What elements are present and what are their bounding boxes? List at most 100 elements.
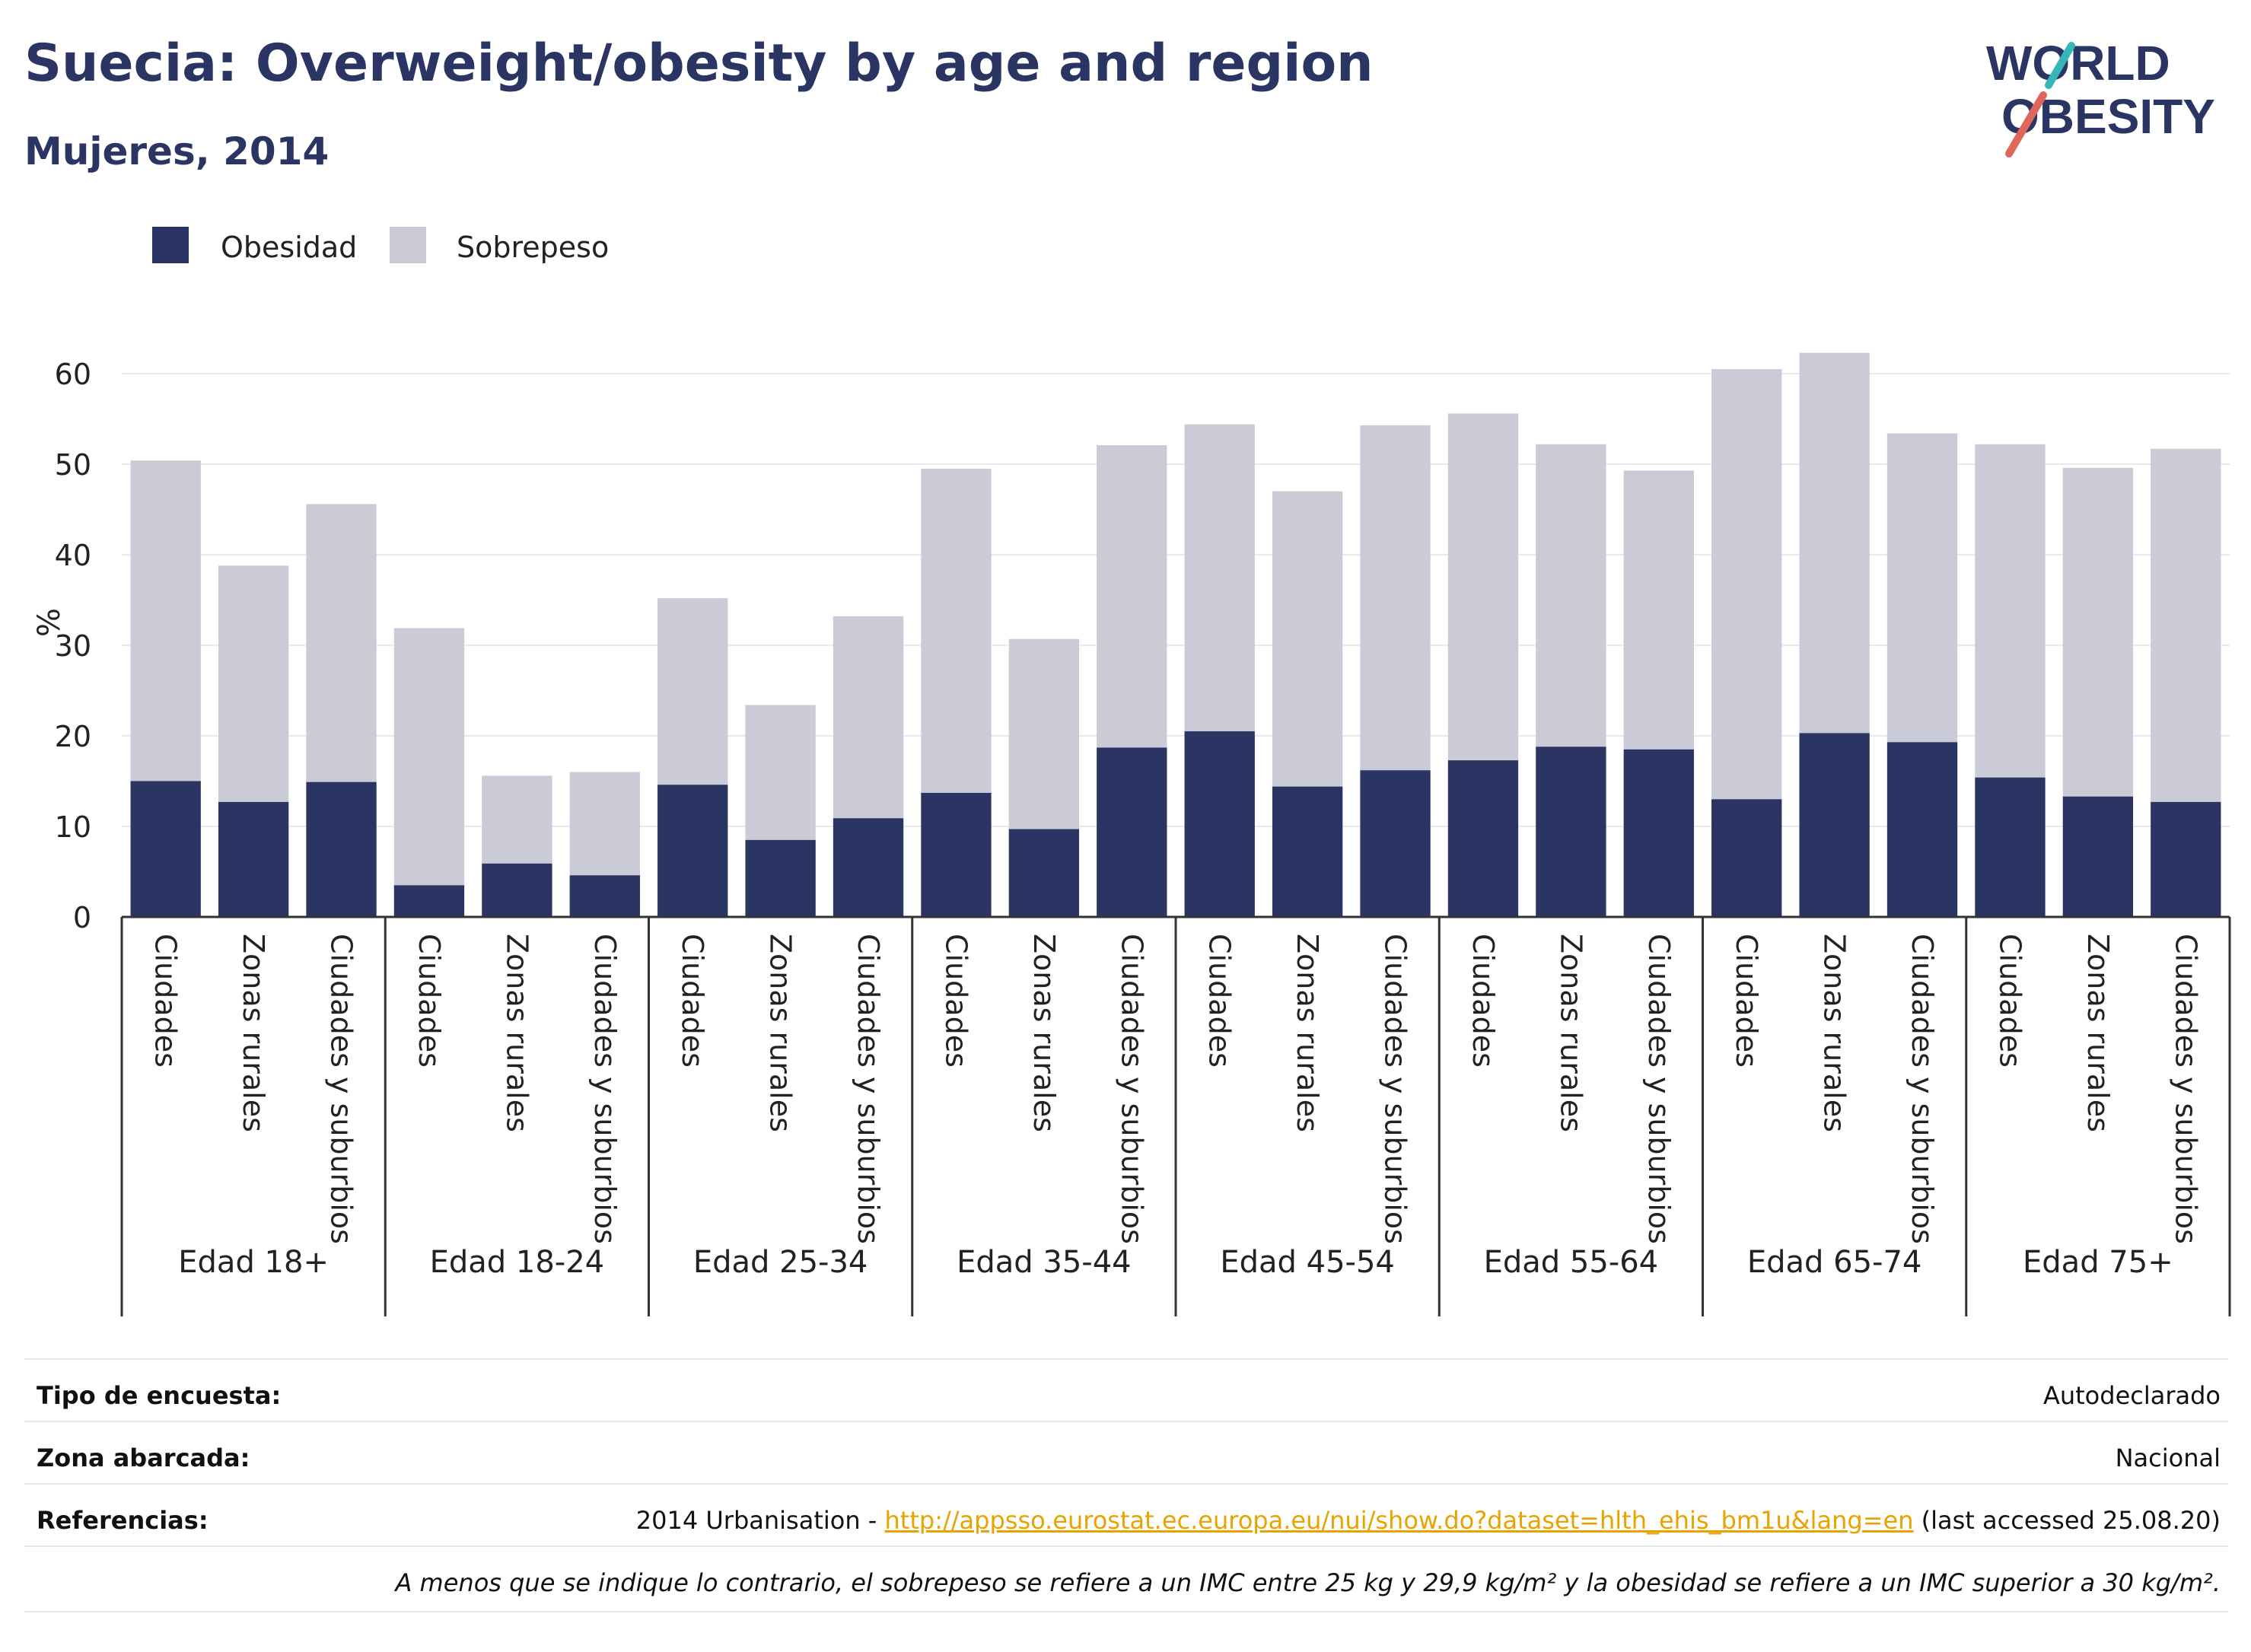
bar-obesity bbox=[1272, 786, 1343, 917]
bar-obesity bbox=[657, 785, 728, 917]
bar-overweight bbox=[218, 565, 289, 802]
x-category-label: Ciudades bbox=[1730, 934, 1763, 1068]
logo-text-world: WORLD bbox=[1986, 36, 2170, 91]
area-label: Zona abarcada: bbox=[37, 1444, 250, 1472]
bar-obesity bbox=[1975, 777, 2046, 917]
bar-overweight bbox=[833, 616, 904, 819]
y-tick-label: 40 bbox=[55, 539, 91, 572]
x-group-label: Edad 45-54 bbox=[1220, 1245, 1395, 1280]
bar-overweight bbox=[1536, 444, 1606, 747]
references-value: 2014 Urbanisation - http://appsso.eurost… bbox=[636, 1506, 2221, 1535]
x-category-label: Ciudades bbox=[149, 934, 183, 1068]
bar-overweight bbox=[657, 598, 728, 785]
footer-note-row: A menos que se indique lo contrario, el … bbox=[24, 1545, 2228, 1612]
bar-overweight bbox=[1886, 433, 1958, 743]
bar-obesity bbox=[1184, 731, 1255, 917]
y-tick-label: 20 bbox=[55, 720, 91, 753]
bar-overweight bbox=[921, 468, 992, 793]
references-prefix: 2014 Urbanisation - bbox=[635, 1506, 885, 1535]
x-category-label: Zonas rurales bbox=[1291, 934, 1324, 1132]
x-category-label: Ciudades y suburbios bbox=[2169, 934, 2202, 1244]
bar-overweight bbox=[2151, 448, 2221, 802]
bar-obesity bbox=[1536, 746, 1606, 917]
bar-overweight bbox=[1272, 491, 1343, 787]
x-category-label: Zonas rurales bbox=[1027, 934, 1061, 1132]
footer-area-row: Zona abarcada: Nacional bbox=[24, 1421, 2228, 1485]
bar-overweight bbox=[1447, 413, 1519, 761]
footer-survey-row: Tipo de encuesta: Autodeclarado bbox=[24, 1358, 2228, 1422]
x-category-label: Ciudades y suburbios bbox=[1906, 934, 1939, 1244]
world-obesity-logo: WORLD OBESITY bbox=[1986, 36, 2215, 158]
bar-obesity bbox=[2062, 796, 2134, 917]
x-category-label: Ciudades y suburbios bbox=[1379, 934, 1412, 1244]
bar-obesity bbox=[1360, 770, 1431, 917]
survey-type-value: Autodeclarado bbox=[2042, 1381, 2221, 1410]
legend-label-obesity: Obesidad bbox=[221, 231, 357, 264]
x-group-label: Edad 65-74 bbox=[1747, 1245, 1922, 1280]
bar-overweight bbox=[1360, 425, 1431, 771]
stacked-bar-chart: Obesidad Sobrepeso % 0 10 20 30 40 50 60 Edad … bbox=[32, 227, 2231, 1316]
bar-obesity bbox=[2151, 801, 2221, 917]
x-category-label: Ciudades y suburbios bbox=[325, 934, 358, 1244]
x-category-label: Ciudades bbox=[676, 934, 709, 1068]
references-link[interactable]: http://appsso.eurostat.ec.europa.eu/nui/… bbox=[884, 1506, 1914, 1535]
x-category-label: Ciudades y suburbios bbox=[852, 934, 885, 1244]
bar-obesity bbox=[921, 792, 992, 917]
x-category-label: Ciudades bbox=[412, 934, 446, 1068]
x-category-label: Zonas rurales bbox=[500, 934, 533, 1132]
x-category-label: Zonas rurales bbox=[237, 934, 270, 1132]
x-group-label: Edad 25-34 bbox=[693, 1245, 868, 1280]
bar-obesity bbox=[218, 801, 289, 917]
x-category-label: Ciudades bbox=[1993, 934, 2027, 1068]
x-group-label: Edad 35-44 bbox=[957, 1245, 1132, 1280]
x-group-label: Edad 55-64 bbox=[1484, 1245, 1659, 1280]
bar-obesity bbox=[1623, 749, 1694, 917]
area-value: Nacional bbox=[2115, 1444, 2221, 1472]
chart-title: Suecia: Overweight/obesity by age and re… bbox=[24, 33, 1374, 94]
bars bbox=[130, 352, 2221, 917]
bar-obesity bbox=[130, 781, 201, 917]
y-tick-label: 10 bbox=[55, 810, 91, 844]
x-category-label: Zonas rurales bbox=[2081, 934, 2115, 1132]
footer-references-row: Referencias: 2014 Urbanisation - http://… bbox=[24, 1483, 2228, 1547]
bar-overweight bbox=[1711, 369, 1782, 800]
bar-obesity bbox=[745, 839, 816, 917]
legend: Obesidad Sobrepeso bbox=[152, 227, 609, 264]
y-axis-label: % bbox=[32, 608, 67, 637]
bar-obesity bbox=[1799, 733, 1870, 917]
bar-overweight bbox=[1097, 445, 1167, 748]
bar-obesity bbox=[1008, 829, 1080, 917]
bar-obesity bbox=[1447, 760, 1519, 917]
y-tick-label: 60 bbox=[55, 358, 91, 391]
bar-overweight bbox=[393, 628, 465, 886]
bar-overweight bbox=[130, 460, 201, 781]
bar-obesity bbox=[306, 781, 377, 917]
definition-note: A menos que se indique lo contrario, el … bbox=[395, 1568, 2221, 1597]
x-category-label: Ciudades bbox=[939, 934, 973, 1068]
bar-overweight bbox=[569, 772, 640, 876]
x-category-label: Ciudades bbox=[1466, 934, 1500, 1068]
references-label: Referencias: bbox=[37, 1506, 209, 1535]
logo-slash-upper bbox=[2045, 42, 2075, 89]
legend-swatch-obesity bbox=[152, 227, 189, 263]
x-category-label: Zonas rurales bbox=[1818, 934, 1851, 1132]
references-suffix: (last accessed 25.08.20) bbox=[1913, 1506, 2221, 1535]
y-tick-label: 0 bbox=[73, 901, 91, 934]
x-category-label: Ciudades bbox=[1203, 934, 1237, 1068]
bar-overweight bbox=[745, 705, 816, 840]
bar-obesity bbox=[393, 885, 465, 917]
bar-overweight bbox=[482, 775, 552, 864]
x-axis: Edad 18+ Ciudades Zonas rurales Ciudades y … bbox=[120, 915, 2231, 1316]
chart-subtitle: Mujeres, 2014 bbox=[24, 129, 330, 173]
bar-obesity bbox=[833, 818, 904, 917]
bar-overweight bbox=[306, 504, 377, 782]
bar-obesity bbox=[1886, 742, 1958, 917]
x-group-label: Edad 18+ bbox=[178, 1245, 329, 1280]
x-category-label: Ciudades y suburbios bbox=[1642, 934, 1676, 1244]
bar-obesity bbox=[569, 875, 640, 917]
x-group-label: Edad 18-24 bbox=[430, 1245, 605, 1280]
x-category-label: Ciudades y suburbios bbox=[1115, 934, 1148, 1244]
x-category-label: Zonas rurales bbox=[764, 934, 798, 1132]
bar-overweight bbox=[1623, 470, 1694, 750]
x-category-label: Ciudades y suburbios bbox=[588, 934, 622, 1244]
